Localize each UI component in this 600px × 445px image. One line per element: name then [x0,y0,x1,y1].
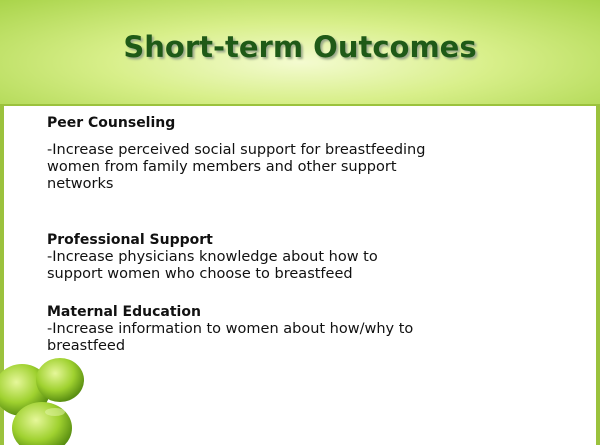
section-text: -Increase perceived social support for b… [47,142,587,159]
section-text: breastfeed [47,338,587,355]
slide-title: Short-term Outcomes [0,30,600,64]
section-text: networks [47,176,587,193]
section-text: -Increase physicians knowledge about how… [47,249,587,266]
section-text: women from family members and other supp… [47,159,587,176]
section-heading: Peer Counseling [47,114,587,132]
content: Peer Counseling -Increase perceived socia… [47,114,587,375]
section: Professional Support-Increase physicians… [47,231,587,283]
section-heading: Maternal Education [47,303,587,321]
section-text: support women who choose to breastfeed [47,266,587,283]
header-band: Short-term Outcomes [0,0,600,106]
section: Maternal Education-Increase information … [47,303,587,355]
section: Peer Counseling -Increase perceived socia… [47,114,587,193]
section-heading: Professional Support [47,231,587,249]
frame [596,104,600,445]
section-text: -Increase information to women about how… [47,321,587,338]
slide: Short-term Outcomes Peer Counseling -Incr… [0,0,600,445]
